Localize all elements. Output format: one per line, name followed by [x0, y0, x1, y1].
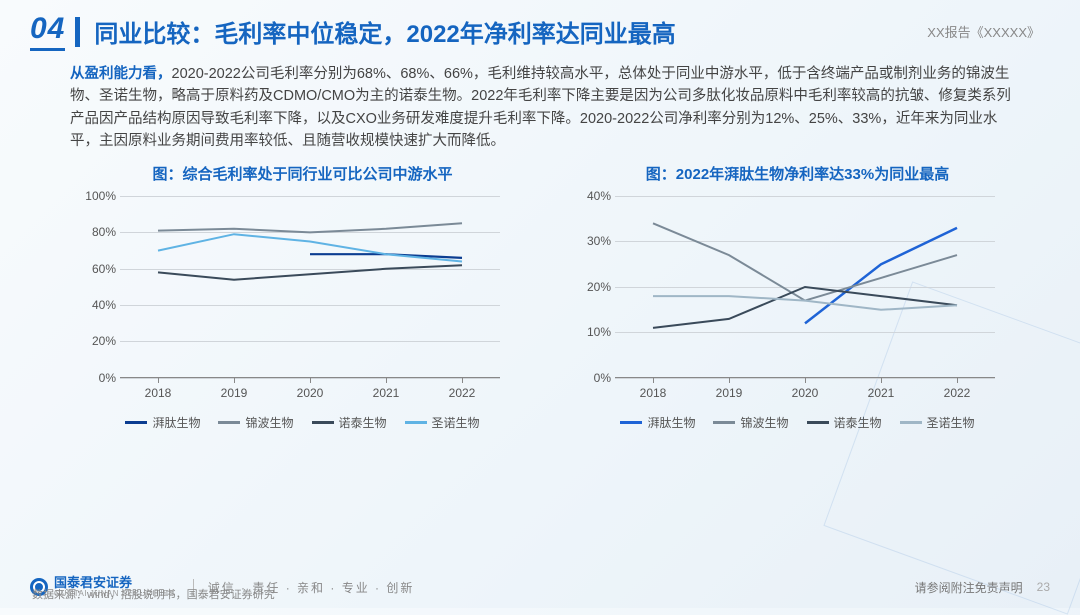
- x-tick-label: 2018: [145, 386, 172, 400]
- legend-label: 诺泰生物: [339, 414, 387, 431]
- report-tag: XX报告《XXXXX》: [927, 22, 1040, 41]
- title-bar-icon: [75, 17, 80, 47]
- slide-title: 同业比较：毛利率中位稳定，2022年净利率达同业最高: [94, 14, 927, 49]
- y-tick-label: 0%: [72, 371, 116, 385]
- series-line: [653, 223, 957, 300]
- data-source: 数据来源：wind，招股说明书，国泰君安证券研究: [32, 586, 275, 602]
- legend-swatch-icon: [620, 421, 642, 424]
- series-line: [158, 234, 462, 261]
- x-tick-label: 2019: [221, 386, 248, 400]
- charts-row: 图：综合毛利率处于同行业可比公司中游水平 0% 20% 40% 60% 80% 100% 2…: [0, 159, 1080, 431]
- y-tick-label: 0%: [567, 371, 611, 385]
- chart-right-plot: 0% 10% 20% 30% 40% 2018 2019 2020 2021 2022: [565, 188, 1005, 408]
- legend-swatch-icon: [405, 421, 427, 424]
- y-tick-label: 60%: [72, 262, 116, 276]
- section-number: 04: [30, 12, 65, 46]
- x-tick-label: 2020: [297, 386, 324, 400]
- legend-swatch-icon: [713, 421, 735, 424]
- y-tick-label: 80%: [72, 225, 116, 239]
- y-tick-label: 20%: [72, 334, 116, 348]
- chart-left-legend: 湃肽生物 锦波生物 诺泰生物 圣诺生物: [70, 414, 535, 431]
- chart-left-plot: 0% 20% 40% 60% 80% 100% 2018 2019 2020 2021 2022: [70, 188, 510, 408]
- chart-left: 图：综合毛利率处于同行业可比公司中游水平 0% 20% 40% 60% 80% 100% 2…: [70, 163, 535, 431]
- legend-swatch-icon: [125, 421, 147, 424]
- series-line: [158, 223, 462, 232]
- series-line: [653, 296, 957, 310]
- series-line: [158, 265, 462, 280]
- chart-right: 图：2022年湃肽生物净利率达33%为同业最高 0% 10% 20% 30% 40% 20…: [565, 163, 1030, 431]
- x-tick-label: 2021: [373, 386, 400, 400]
- section-number-box: 04: [30, 12, 65, 51]
- legend-label: 锦波生物: [245, 414, 293, 431]
- body-lead: 从盈利能力看，: [70, 66, 172, 82]
- legend-swatch-icon: [807, 421, 829, 424]
- legend-item: 湃肽生物: [125, 414, 200, 431]
- y-tick-label: 40%: [567, 189, 611, 203]
- chart-left-title: 图：综合毛利率处于同行业可比公司中游水平: [70, 163, 535, 184]
- body-paragraph: 从盈利能力看，2020-2022公司毛利率分别为68%、68%、66%，毛利维持…: [0, 57, 1080, 159]
- legend-swatch-icon: [312, 421, 334, 424]
- body-main: 2020-2022公司毛利率分别为68%、68%、66%，毛利维持较高水平，总体…: [70, 66, 1011, 149]
- legend-item: 锦波生物: [218, 414, 293, 431]
- slide-header: 04 同业比较：毛利率中位稳定，2022年净利率达同业最高 XX报告《XXXXX…: [0, 0, 1080, 57]
- legend-item: 锦波生物: [713, 414, 788, 431]
- legend-label: 锦波生物: [740, 414, 788, 431]
- y-tick-label: 40%: [72, 298, 116, 312]
- x-tick-label: 2020: [792, 386, 819, 400]
- chart-right-title: 图：2022年湃肽生物净利率达33%为同业最高: [565, 163, 1030, 184]
- legend-label: 圣诺生物: [432, 414, 480, 431]
- slide-footer: 国泰君安证券 GUOTAI JUNAN SECURITIES 诚信 · 责任 ·…: [30, 576, 1050, 598]
- legend-label: 湃肽生物: [647, 414, 695, 431]
- x-tick-label: 2021: [868, 386, 895, 400]
- y-tick-label: 100%: [72, 189, 116, 203]
- legend-swatch-icon: [218, 421, 240, 424]
- y-tick-label: 10%: [567, 325, 611, 339]
- x-tick-label: 2019: [716, 386, 743, 400]
- y-tick-label: 20%: [567, 280, 611, 294]
- legend-label: 湃肽生物: [152, 414, 200, 431]
- x-tick-label: 2022: [449, 386, 476, 400]
- page-number: 23: [1037, 580, 1050, 594]
- legend-item: 湃肽生物: [620, 414, 695, 431]
- footer-disclaimer: 请参阅附注免责声明: [915, 579, 1023, 596]
- x-tick-label: 2018: [640, 386, 667, 400]
- legend-item: 圣诺生物: [405, 414, 480, 431]
- x-tick-label: 2022: [944, 386, 971, 400]
- legend-item: 诺泰生物: [312, 414, 387, 431]
- y-tick-label: 30%: [567, 234, 611, 248]
